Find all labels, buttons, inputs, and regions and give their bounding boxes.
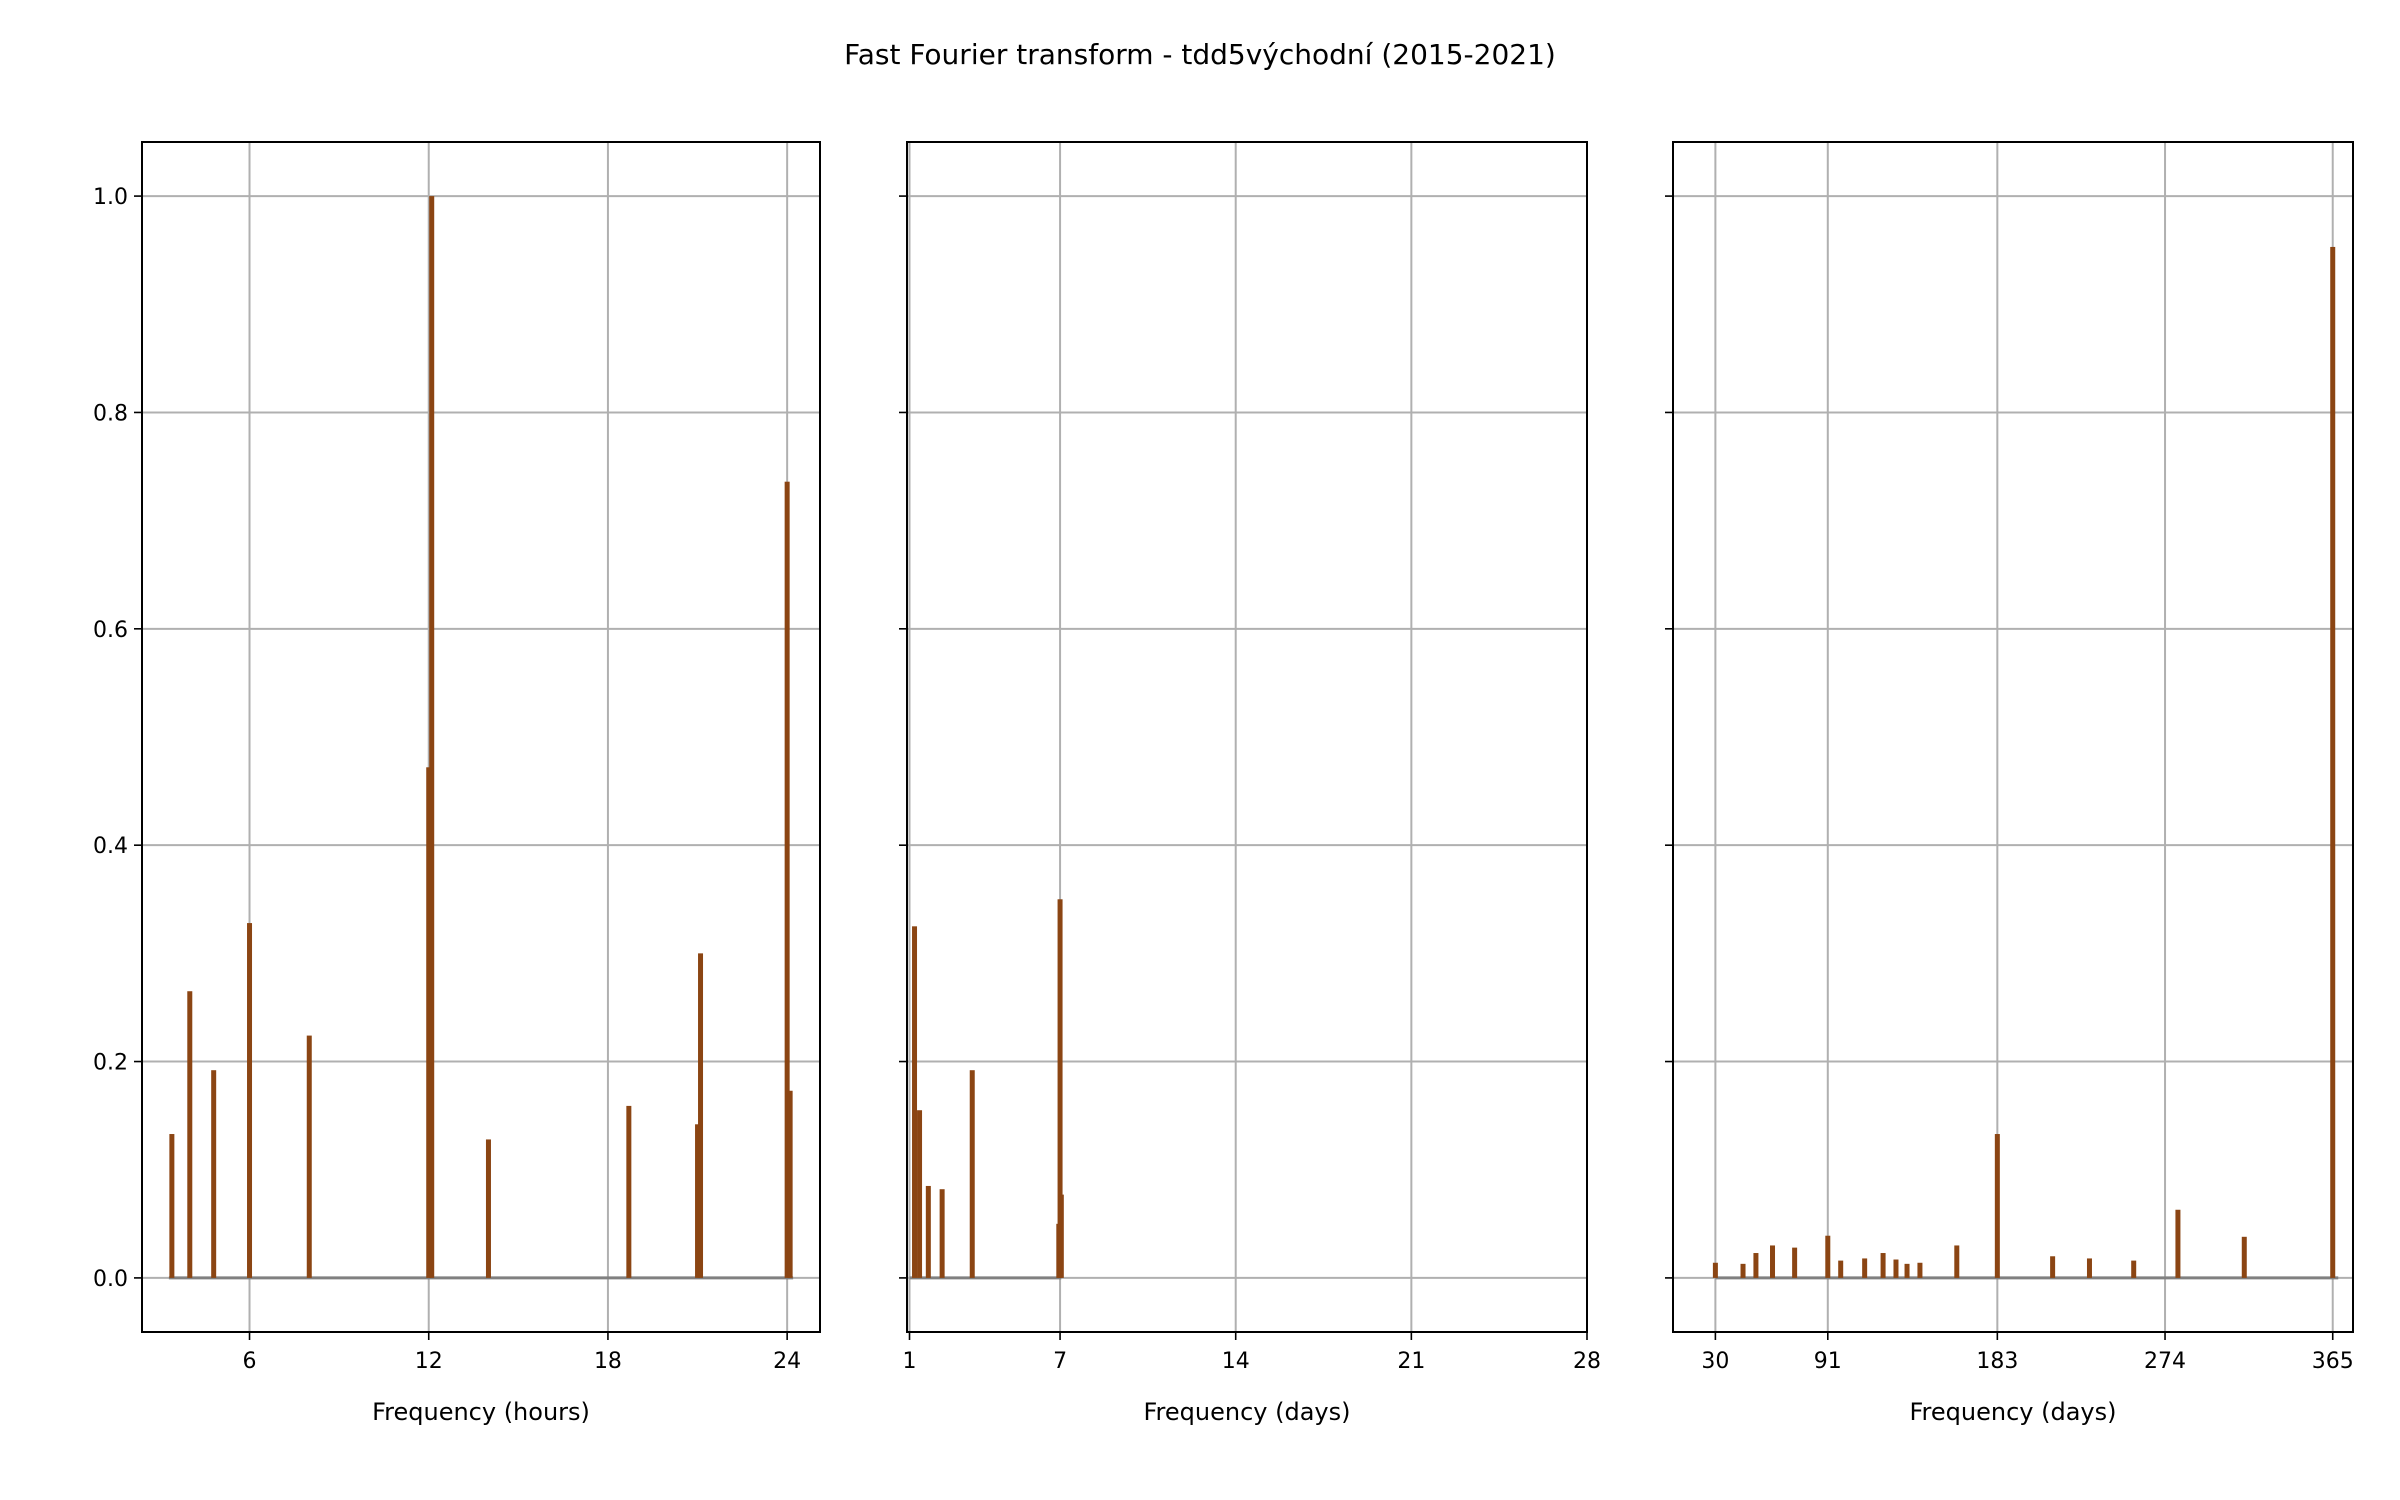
y-tick-label: 1.0 (93, 185, 128, 210)
bar (1712, 1262, 1718, 1278)
x-tick-label: 24 (773, 1349, 801, 1374)
bar (187, 991, 193, 1278)
bar (1917, 1262, 1923, 1278)
bar (698, 953, 704, 1278)
bar (2241, 1236, 2247, 1278)
bar (1770, 1245, 1776, 1278)
y-tick-label: 0.2 (93, 1051, 128, 1076)
bar (1058, 1194, 1064, 1278)
x-tick-label: 1 (903, 1349, 917, 1374)
axes-frame (906, 141, 1588, 1333)
panel-1: 6 12 18 24 0.0 0.2 0.4 0.6 0.8 1.0 Frequency (hour… (93, 141, 821, 1426)
x-tick-label: 6 (243, 1349, 257, 1374)
axes-frame (1672, 141, 2354, 1333)
bar (2050, 1256, 2056, 1278)
bar (784, 481, 790, 1278)
bar (1825, 1235, 1831, 1278)
x-tick-label: 28 (1573, 1349, 1601, 1374)
chart-title: Fast Fourier transform - tdd5východní (2… (844, 38, 1556, 71)
bar (1838, 1260, 1844, 1278)
bar (939, 1189, 945, 1278)
bar (2086, 1258, 2092, 1278)
x-tick-label: 7 (1053, 1349, 1067, 1374)
bar (1904, 1263, 1910, 1278)
bar (247, 923, 253, 1278)
bar (787, 1090, 793, 1278)
bar (925, 1185, 931, 1278)
bar (1994, 1134, 2000, 1278)
bar (429, 196, 435, 1278)
panel-3: 30 91 183 274 365 Frequency (days) (1665, 141, 2354, 1426)
bar (426, 767, 432, 1278)
bar (1753, 1253, 1759, 1278)
bar (1862, 1258, 1868, 1278)
bar (1792, 1247, 1798, 1278)
y-tick-label: 0.6 (93, 618, 128, 643)
bar (1880, 1253, 1886, 1278)
x-tick-label: 12 (415, 1349, 443, 1374)
bar (485, 1139, 491, 1278)
x-tick-label: 274 (2144, 1349, 2186, 1374)
bar (695, 1124, 701, 1278)
x-axis-label: Frequency (days) (1910, 1398, 2117, 1426)
x-tick-label: 365 (2312, 1349, 2354, 1374)
bar (1893, 1259, 1899, 1278)
bar (917, 1110, 923, 1278)
bar (1954, 1245, 1960, 1278)
bar (969, 1070, 975, 1278)
bar (2330, 246, 2336, 1278)
bar (211, 1070, 217, 1278)
x-tick-label: 91 (1814, 1349, 1842, 1374)
y-tick-label: 0.0 (93, 1267, 128, 1292)
x-tick-label: 21 (1397, 1349, 1425, 1374)
bar (169, 1134, 175, 1278)
x-tick-label: 18 (594, 1349, 622, 1374)
x-tick-label: 30 (1701, 1349, 1729, 1374)
axes-frame (141, 141, 821, 1333)
y-tick-label: 0.4 (93, 834, 128, 859)
x-axis-label: Frequency (days) (1144, 1398, 1351, 1426)
bar (306, 1035, 312, 1278)
x-tick-label: 183 (1976, 1349, 2018, 1374)
bar (1740, 1263, 1746, 1278)
bar (626, 1105, 632, 1278)
bar (2131, 1260, 2137, 1278)
y-tick-label: 0.8 (93, 401, 128, 426)
x-axis-label: Frequency (hours) (372, 1398, 590, 1426)
bar (912, 926, 918, 1278)
bar (2175, 1209, 2181, 1278)
x-tick-label: 14 (1222, 1349, 1250, 1374)
bar (1057, 899, 1063, 1278)
panel-2: 1 7 14 21 28 Frequency (days) (899, 141, 1601, 1426)
